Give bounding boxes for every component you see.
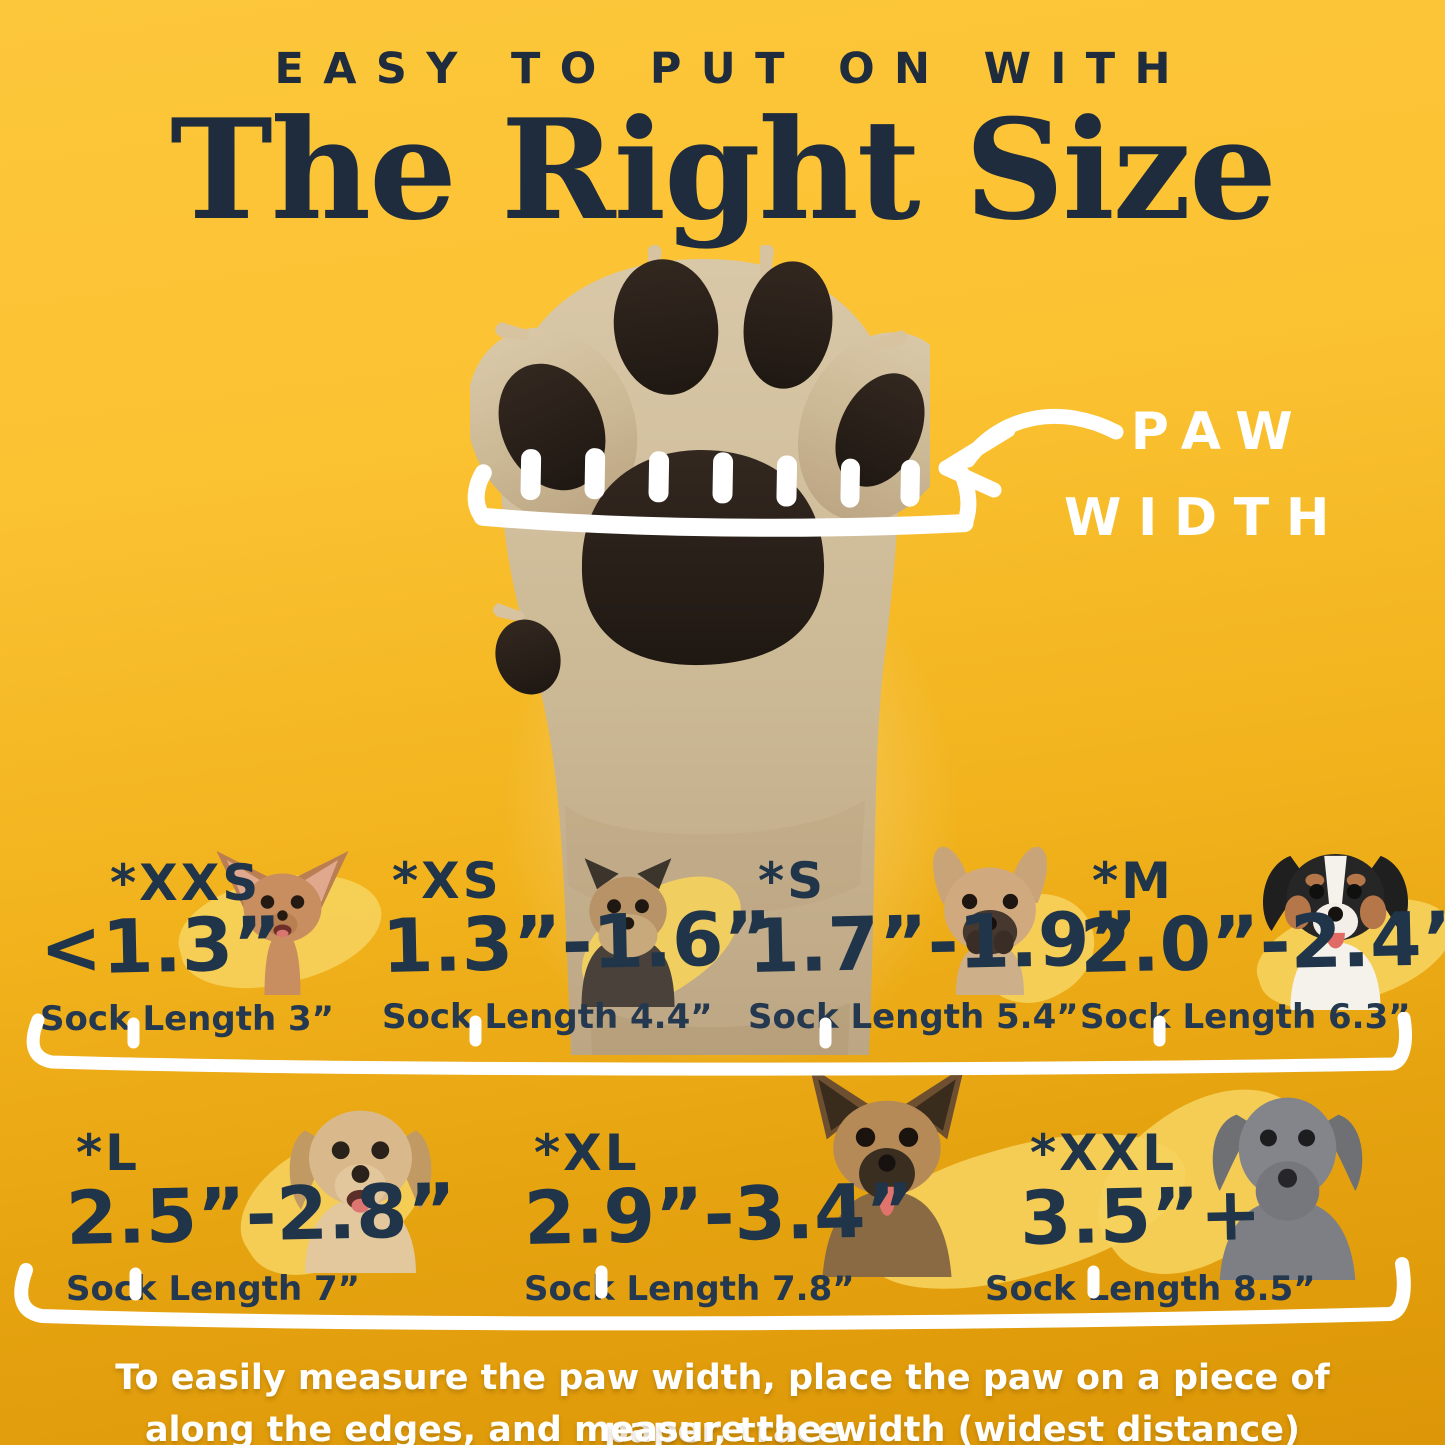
size-column-xxs: *XXS <1.3” Sock Length 3” bbox=[39, 854, 335, 1040]
size-column-m: *M 2.0”-2.4” Sock Length 6.3” bbox=[1079, 852, 1445, 1038]
dog-photo-great-dane bbox=[1180, 1068, 1395, 1280]
dog-photo-yorkshire-terrier bbox=[548, 852, 708, 1007]
size-label: *XXS bbox=[110, 854, 262, 912]
size-sock-length: Sock Length 4.4” bbox=[382, 997, 713, 1038]
paw-width-arrow-icon bbox=[930, 398, 1130, 508]
size-bracket-row1 bbox=[0, 1012, 1445, 1087]
size-column-xs: *XS 1.3”-1.6” Sock Length 4.4” bbox=[381, 852, 773, 1038]
size-range: 3.5”+ bbox=[1019, 1170, 1263, 1262]
size-label: *XS bbox=[392, 852, 502, 910]
size-range: 2.5”-2.8” bbox=[65, 1167, 457, 1262]
size-label: *M bbox=[1092, 852, 1174, 910]
dog-photo-french-bulldog bbox=[905, 814, 1075, 1006]
dog-photo-german-shepherd bbox=[772, 1062, 1002, 1277]
page-title: The Right Size bbox=[170, 88, 1277, 251]
dog-photo-golden-retriever bbox=[258, 1075, 463, 1273]
size-range: 2.9”-3.4” bbox=[523, 1167, 915, 1262]
size-sock-length: Sock Length 3” bbox=[40, 999, 335, 1040]
size-label: *XL bbox=[534, 1124, 640, 1182]
measure-instructions-line2: along the edges, and measure the width (… bbox=[144, 1410, 1301, 1445]
size-label: *L bbox=[76, 1124, 141, 1182]
dog-photo-chihuahua bbox=[205, 845, 360, 995]
paw-width-ruler bbox=[455, 425, 1000, 565]
size-range: 2.0”-2.4” bbox=[1079, 895, 1445, 990]
size-sock-length: Sock Length 5.4” bbox=[748, 997, 1079, 1038]
header-tagline: EASY TO PUT ON WITH bbox=[274, 44, 1190, 94]
size-label: *S bbox=[758, 852, 827, 910]
size-sock-length: Sock Length 7” bbox=[66, 1269, 361, 1310]
size-sock-length: Sock Length 6.3” bbox=[1080, 997, 1411, 1038]
paw-width-label-line1: PAW bbox=[1130, 402, 1310, 462]
size-bracket-row2 bbox=[0, 1252, 1445, 1342]
size-range: 1.3”-1.6” bbox=[381, 895, 773, 990]
paw-width-label-line2: WIDTH bbox=[1063, 488, 1347, 548]
dog-photo-australian-shepherd bbox=[1228, 822, 1443, 1010]
size-label: *XXL bbox=[1030, 1124, 1178, 1182]
size-sock-length: Sock Length 7.8” bbox=[524, 1269, 855, 1310]
size-column-xxl: *XXL 3.5”+ Sock Length 8.5” bbox=[985, 1128, 1316, 1309]
measure-instructions-line1: To easily measure the paw width, place t… bbox=[115, 1358, 1330, 1445]
size-sock-length: Sock Length 8.5” bbox=[985, 1269, 1316, 1310]
size-column-xl: *XL 2.9”-3.4” Sock Length 7.8” bbox=[523, 1124, 915, 1310]
size-range: <1.3” bbox=[39, 900, 283, 992]
size-column-s: *S 1.7”-1.9” Sock Length 5.4” bbox=[747, 852, 1139, 1038]
size-column-l: *L 2.5”-2.8” Sock Length 7” bbox=[65, 1124, 457, 1310]
